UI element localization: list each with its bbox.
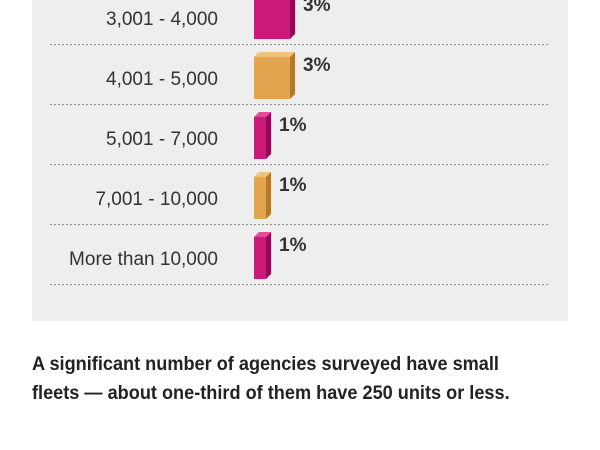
bar-side-face — [266, 232, 271, 279]
category-label: 5,001 - 7,000 — [106, 129, 218, 150]
category-label: 4,001 - 5,000 — [106, 69, 218, 90]
bar — [254, 57, 290, 99]
bar-side-face — [266, 172, 271, 219]
value-label: 3% — [303, 55, 331, 76]
bar-top-face — [254, 52, 295, 57]
chart-panel: 3,001 - 4,000 3% 4,001 - 5,000 3% 5,001 - 7,… — [32, 0, 568, 321]
value-label: 1% — [279, 235, 307, 256]
bar-side-face — [266, 112, 271, 159]
value-label: 1% — [279, 115, 307, 136]
bar — [254, 117, 266, 159]
bar — [254, 177, 266, 219]
bar-top-face — [254, 112, 271, 117]
bar-chart: 3,001 - 4,000 3% 4,001 - 5,000 3% 5,001 - 7,… — [50, 0, 550, 285]
category-label: 7,001 - 10,000 — [95, 189, 218, 210]
bar — [254, 237, 266, 279]
category-label: More than 10,000 — [69, 249, 218, 270]
value-label: 3% — [303, 0, 331, 16]
bar-top-face — [254, 232, 271, 237]
bar-side-face — [290, 52, 295, 99]
bar-side-face — [290, 0, 295, 39]
chart-caption: A significant number of agencies surveye… — [32, 353, 510, 404]
category-label: 3,001 - 4,000 — [106, 9, 218, 30]
value-label: 1% — [279, 175, 307, 196]
bar — [254, 0, 290, 39]
bar-top-face — [254, 172, 271, 177]
